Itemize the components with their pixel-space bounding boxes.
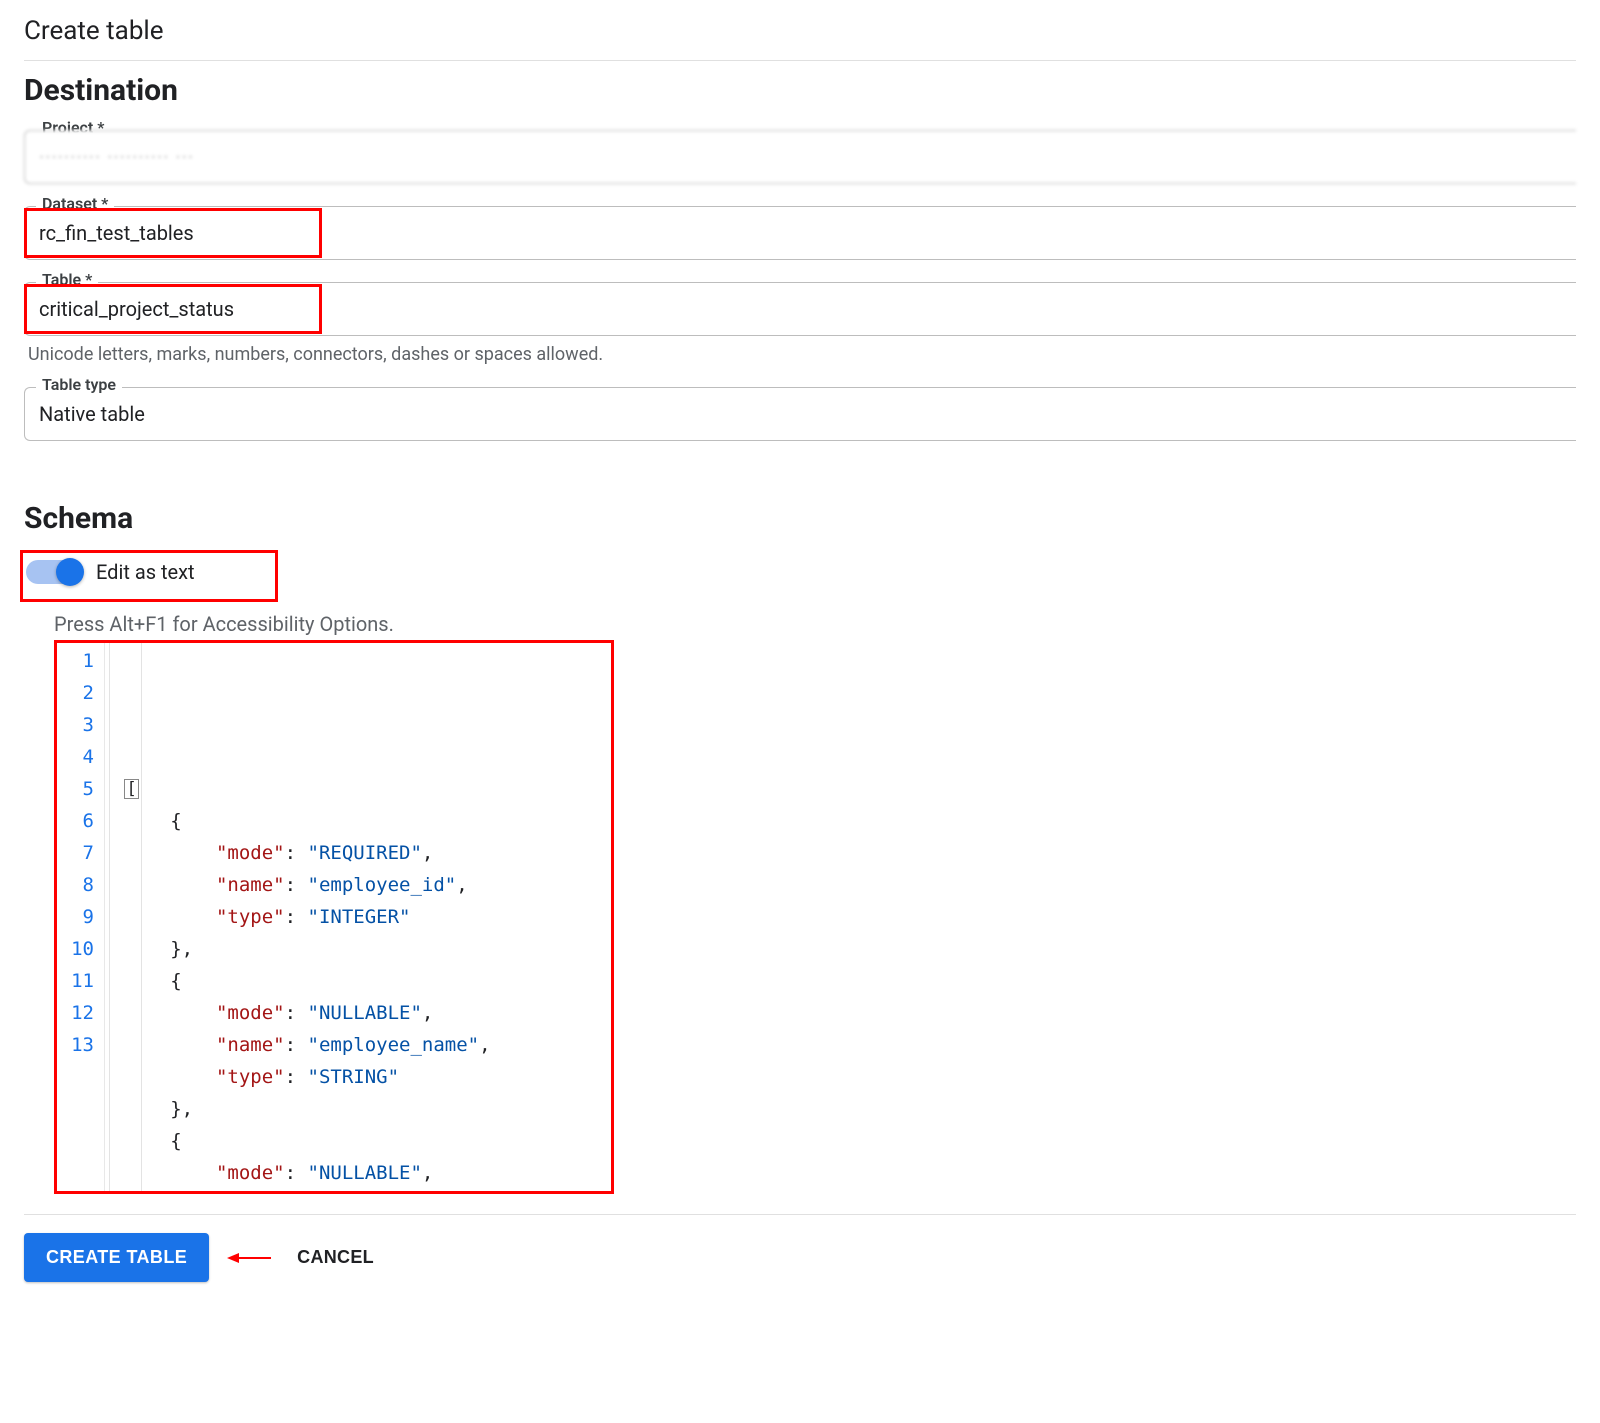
code-line: "mode": "REQUIRED", bbox=[113, 837, 611, 869]
code-line: "mode": "NULLABLE", bbox=[113, 997, 611, 1029]
table-type-field: Table type bbox=[24, 387, 1576, 441]
line-number: 11 bbox=[57, 965, 94, 997]
edit-as-text-label: Edit as text bbox=[96, 560, 195, 584]
code-line: }, bbox=[113, 1093, 611, 1125]
schema-heading: Schema bbox=[24, 501, 1576, 536]
divider bbox=[24, 1214, 1576, 1215]
code-line: "name": "employee_name", bbox=[113, 1029, 611, 1061]
create-table-button[interactable]: CREATE TABLE bbox=[24, 1233, 209, 1282]
code-gutter: 12345678910111213 bbox=[57, 643, 105, 1191]
code-line: { bbox=[113, 965, 611, 997]
code-line: "type": "INTEGER" bbox=[113, 901, 611, 933]
dataset-field: Dataset * bbox=[24, 206, 1576, 260]
divider bbox=[24, 60, 1576, 61]
project-field: Project * bbox=[24, 130, 1576, 184]
code-line: }, bbox=[113, 933, 611, 965]
schema-code-editor[interactable]: 12345678910111213 [ { "mode": "REQUIRED"… bbox=[54, 640, 614, 1194]
destination-heading: Destination bbox=[24, 73, 1576, 108]
project-input[interactable] bbox=[24, 130, 1576, 184]
line-number: 8 bbox=[57, 869, 94, 901]
dataset-label: Dataset * bbox=[36, 194, 114, 213]
schema-editor-wrap: 12345678910111213 [ { "mode": "REQUIRED"… bbox=[54, 640, 614, 1194]
line-number: 7 bbox=[57, 837, 94, 869]
line-number: 4 bbox=[57, 741, 94, 773]
page-title: Create table bbox=[24, 16, 1576, 46]
dataset-input[interactable] bbox=[24, 206, 1576, 260]
code-line: { bbox=[113, 1125, 611, 1157]
line-number: 9 bbox=[57, 901, 94, 933]
line-number: 12 bbox=[57, 997, 94, 1029]
edit-as-text-toggle[interactable] bbox=[26, 560, 82, 584]
edit-as-text-row: Edit as text bbox=[24, 554, 205, 590]
table-type-label: Table type bbox=[36, 375, 122, 394]
accessibility-hint: Press Alt+F1 for Accessibility Options. bbox=[54, 612, 1576, 636]
table-helper-text: Unicode letters, marks, numbers, connect… bbox=[28, 344, 1576, 365]
code-line: "name": "employee_id", bbox=[113, 869, 611, 901]
code-body[interactable]: [ { "mode": "REQUIRED", "name": "employe… bbox=[105, 643, 611, 1191]
code-line: { bbox=[113, 805, 611, 837]
line-number: 3 bbox=[57, 709, 94, 741]
table-type-input[interactable] bbox=[24, 387, 1576, 441]
footer: CREATE TABLE CANCEL bbox=[24, 1233, 1576, 1282]
line-number: 2 bbox=[57, 677, 94, 709]
line-number: 10 bbox=[57, 933, 94, 965]
line-number: 1 bbox=[57, 645, 94, 677]
table-label: Table * bbox=[36, 270, 98, 289]
code-line: "type": "STRING" bbox=[113, 1061, 611, 1093]
line-number: 6 bbox=[57, 805, 94, 837]
line-number: 5 bbox=[57, 773, 94, 805]
cancel-button[interactable]: CANCEL bbox=[289, 1233, 382, 1282]
arrow-icon bbox=[227, 1251, 271, 1265]
code-line: "mode": "NULLABLE", bbox=[113, 1157, 611, 1189]
code-line: [ bbox=[113, 773, 611, 805]
table-field: Table * bbox=[24, 282, 1576, 336]
table-input[interactable] bbox=[24, 282, 1576, 336]
toggle-knob bbox=[56, 558, 84, 586]
line-number: 13 bbox=[57, 1029, 94, 1061]
